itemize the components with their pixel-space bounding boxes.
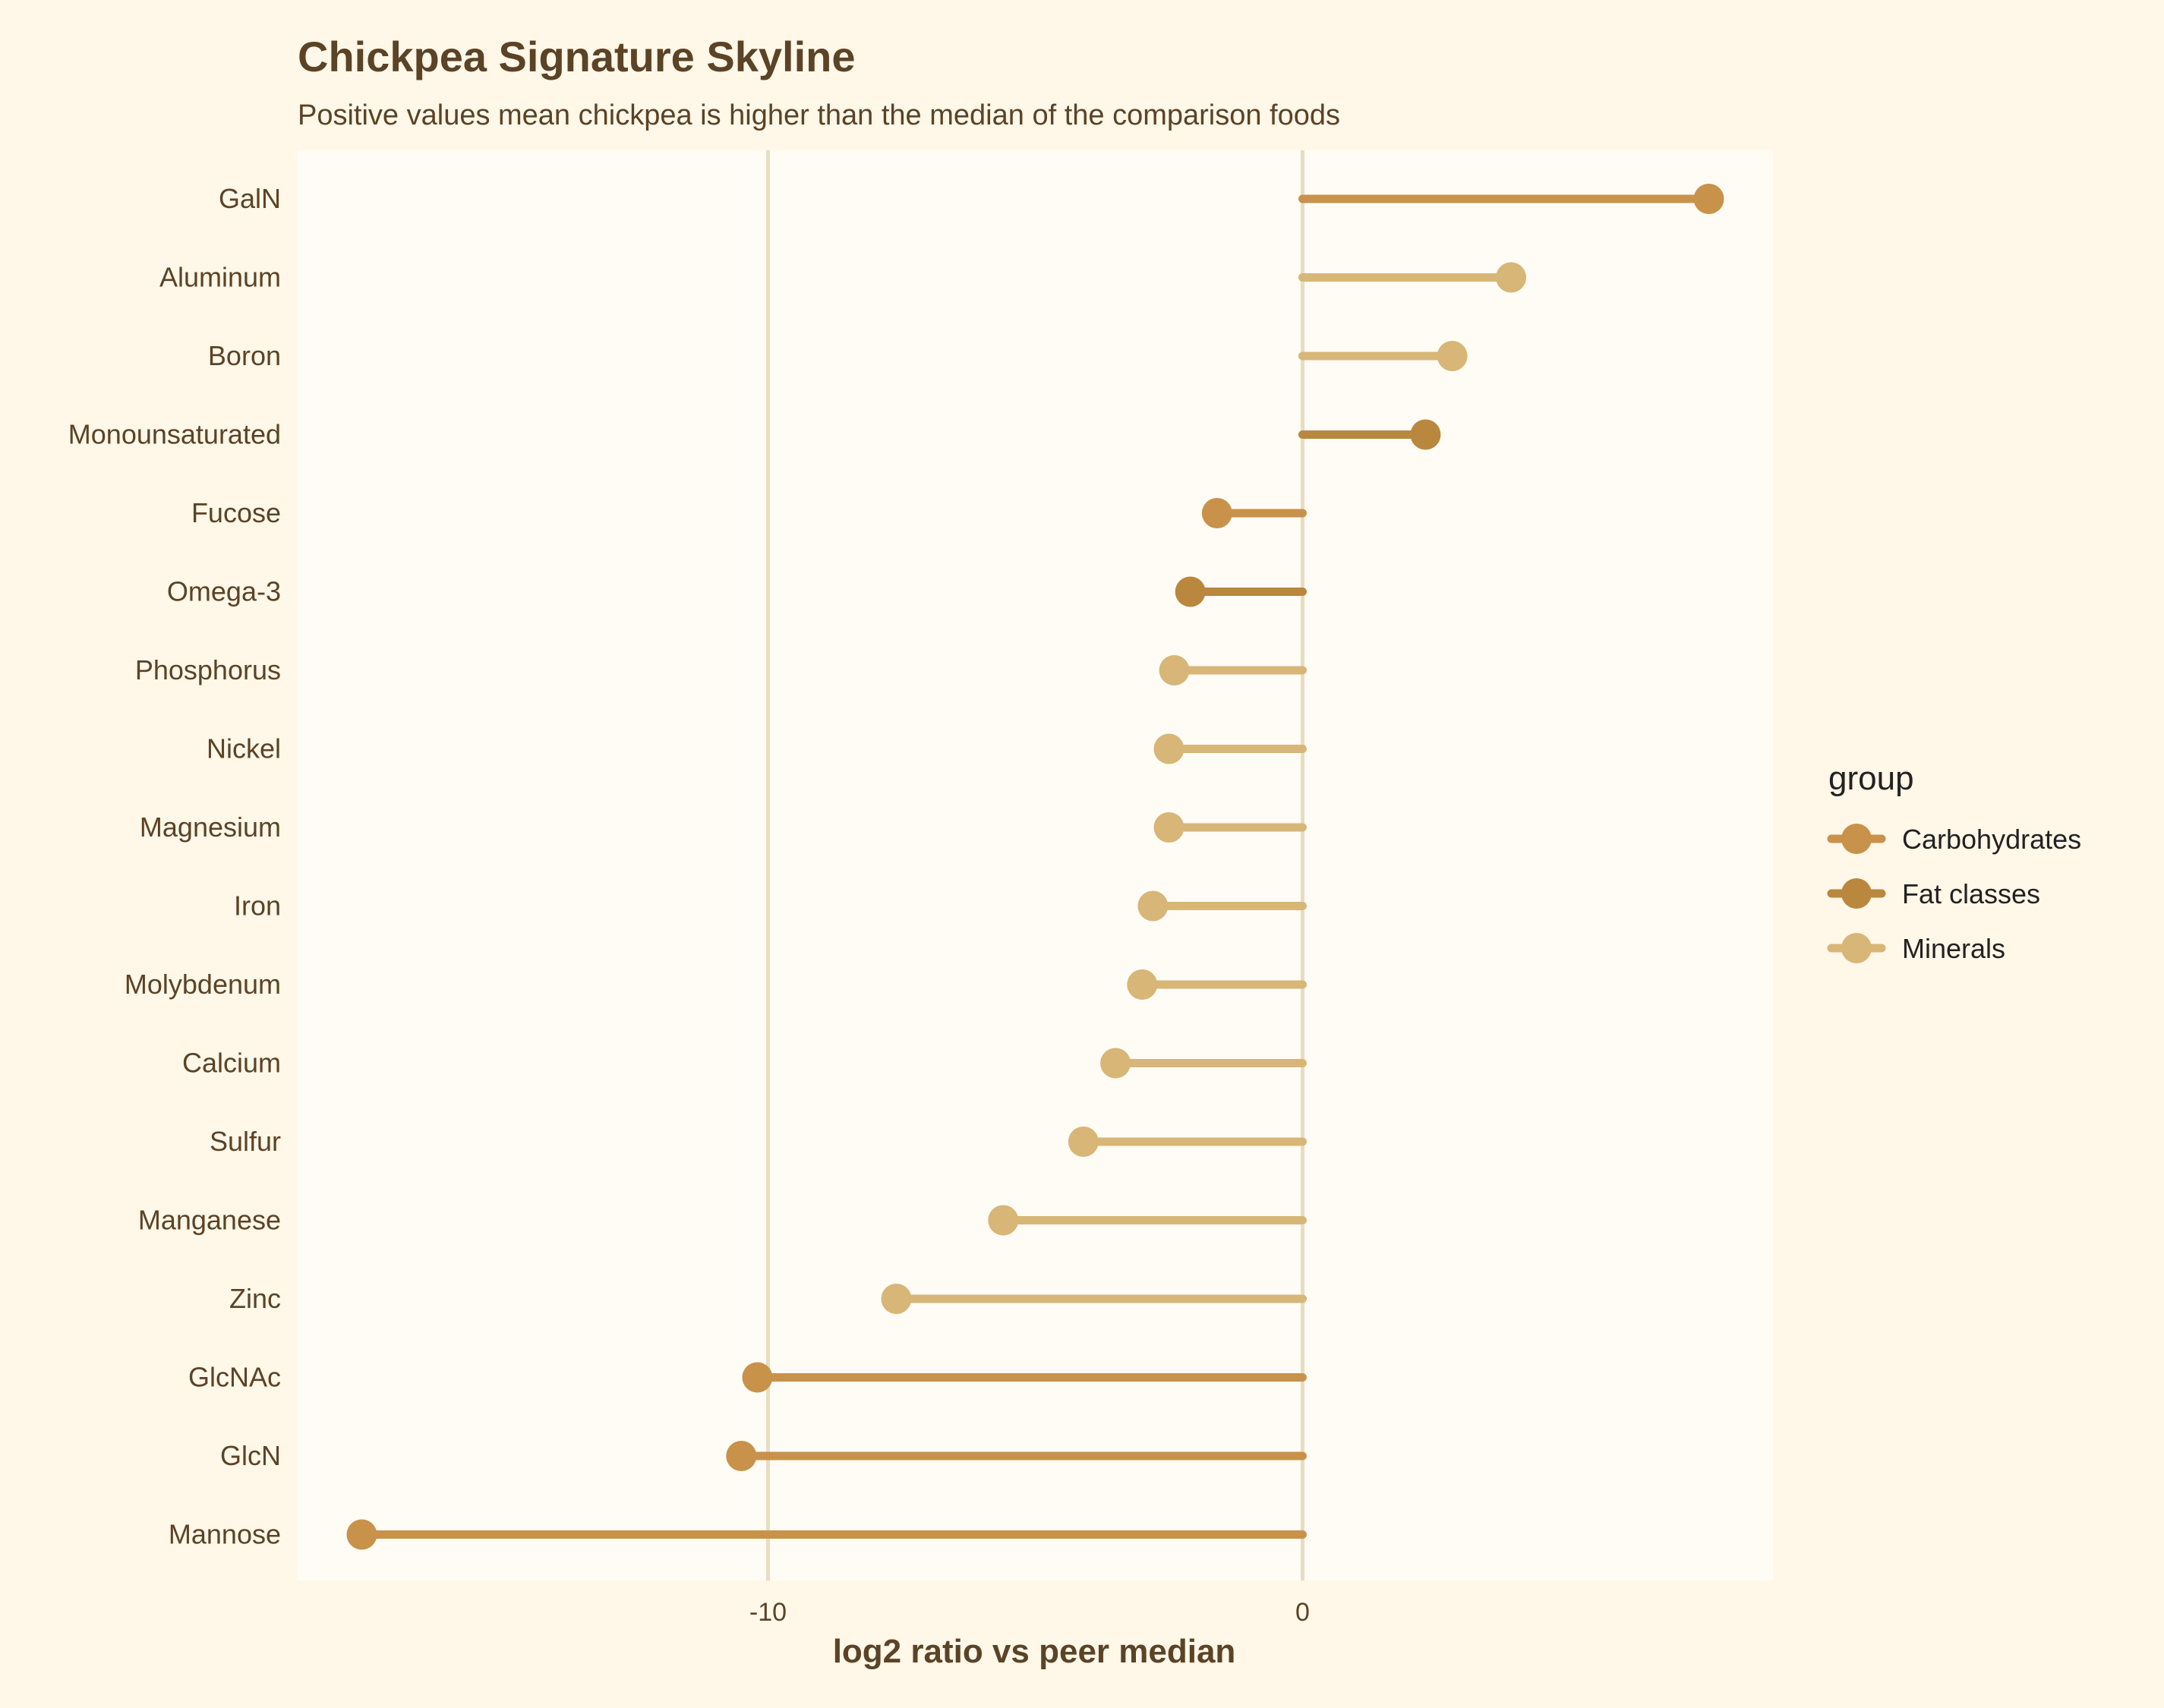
y-label: Phosphorus (135, 654, 281, 685)
y-label: GlcNAc (188, 1362, 281, 1393)
y-label: Boron (208, 340, 281, 371)
legend-label: Fat classes (1902, 878, 2040, 909)
lollipop-point (1127, 969, 1158, 1000)
legend-label: Carbohydrates (1902, 824, 2081, 855)
lollipop-manganese (988, 1205, 1307, 1236)
x-tick-label: 0 (1295, 1598, 1310, 1627)
lollipop-glcnac (742, 1362, 1307, 1393)
y-label: Fucose (191, 497, 281, 528)
legend-key-point (1841, 878, 1872, 909)
y-label: Aluminum (159, 262, 281, 293)
y-label: Sulfur (210, 1126, 281, 1157)
legend-item-fat-classes: Fat classes (1827, 878, 2040, 909)
lollipop-point (1437, 341, 1468, 371)
legend-title: group (1828, 760, 1914, 797)
lollipop-point (1100, 1048, 1131, 1079)
lollipop-omega-3 (1175, 576, 1307, 607)
lollipop-fucose (1201, 498, 1307, 528)
lollipop-point (1201, 498, 1232, 528)
lollipop-point (726, 1441, 757, 1471)
y-label: Manganese (138, 1205, 281, 1236)
lollipop-point (346, 1519, 377, 1550)
lollipop-glcn (726, 1441, 1307, 1471)
y-label: Calcium (182, 1048, 281, 1079)
lollipop-point (1068, 1127, 1099, 1157)
y-axis-labels: GalN Aluminum Boron Monounsaturated Fucose Om… (68, 183, 281, 1550)
y-label: Monounsaturated (68, 419, 281, 450)
grid-lines (766, 150, 1304, 1580)
x-axis-label: log2 ratio vs peer median (833, 1633, 1236, 1670)
lollipop-monounsaturated (1298, 419, 1441, 450)
lollipop-point (881, 1284, 912, 1314)
lollipop-calcium (1100, 1048, 1307, 1079)
lollipop-phosphorus (1159, 655, 1307, 685)
y-label: Mannose (169, 1519, 281, 1550)
lollipop-iron (1137, 890, 1307, 922)
lollipop-point (742, 1362, 773, 1393)
lollipop-sulfur (1068, 1127, 1307, 1157)
lollipop-point (1175, 576, 1206, 607)
lollipop-nickel (1153, 733, 1307, 764)
legend-key-point (1841, 824, 1872, 854)
legend-item-minerals: Minerals (1827, 933, 2005, 964)
y-label: Molybdenum (125, 969, 281, 1000)
legend-item-carbohydrates: Carbohydrates (1827, 824, 2081, 855)
lollipop-point (1159, 655, 1190, 685)
lollipop-zinc (881, 1284, 1307, 1314)
lollipop-magnesium (1153, 812, 1307, 843)
y-label: Omega-3 (167, 576, 281, 607)
y-label: GlcN (220, 1440, 281, 1471)
lollipop-galn (1298, 184, 1724, 214)
y-label: Magnesium (140, 811, 281, 843)
x-tick-label: -10 (749, 1598, 787, 1627)
lollipop-molybdenum (1127, 969, 1307, 1000)
lollipop-boron (1298, 341, 1468, 371)
lollipop-point (1693, 184, 1724, 214)
chart-title: Chickpea Signature Skyline (298, 33, 855, 80)
legend: group Carbohydrates Fat classes Minerals (1827, 760, 2081, 964)
y-label: GalN (219, 183, 281, 214)
x-axis-ticks: -10 0 (749, 1598, 1310, 1627)
legend-label: Minerals (1902, 933, 2005, 964)
y-label: Zinc (229, 1283, 281, 1314)
lollipop-point (1410, 419, 1441, 450)
lollipop-point (1137, 890, 1169, 922)
lollipop-point (1496, 262, 1527, 293)
plot-panel (298, 150, 1773, 1580)
lollipop-point (988, 1205, 1019, 1236)
y-label: Nickel (207, 733, 281, 764)
y-label: Iron (234, 890, 281, 922)
lollipop-mannose (346, 1519, 1307, 1550)
legend-key-point (1841, 933, 1872, 963)
chart-subtitle: Positive values mean chickpea is higher … (298, 99, 1340, 131)
lollipop-point (1153, 812, 1185, 843)
lollipop-marks (346, 184, 1724, 1550)
lollipop-aluminum (1298, 262, 1527, 293)
lollipop-point (1153, 733, 1185, 764)
